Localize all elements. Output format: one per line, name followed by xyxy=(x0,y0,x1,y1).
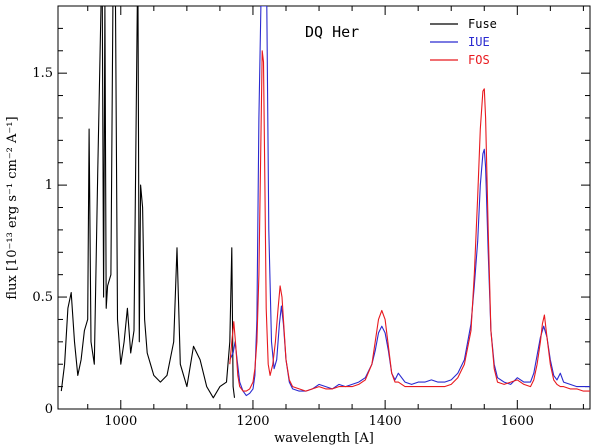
series-line-iue xyxy=(229,6,590,397)
x-axis-label: wavelength [A] xyxy=(274,431,374,446)
y-tick-label: 1.5 xyxy=(32,66,53,81)
legend-label-fos: FOS xyxy=(468,53,490,67)
x-tick-label: 1600 xyxy=(501,414,534,429)
series-line-fos xyxy=(229,50,590,392)
axis-ticks xyxy=(58,6,590,410)
series-layer xyxy=(60,6,590,399)
legend-label-iue: IUE xyxy=(468,35,490,49)
legend-label-fuse: Fuse xyxy=(468,17,497,31)
y-tick-label: 0.5 xyxy=(32,290,53,305)
x-tick-label: 1000 xyxy=(104,414,137,429)
chart-title: DQ Her xyxy=(305,23,359,41)
axis-tick-labels: 1000 1200 1400 1600 0 0.5 1 1.5 xyxy=(32,66,534,429)
y-tick-label: 0 xyxy=(45,402,53,417)
x-tick-label: 1200 xyxy=(236,414,269,429)
legend: Fuse IUE FOS xyxy=(430,17,497,67)
y-axis-label: flux [10⁻¹³ erg s⁻¹ cm⁻² A⁻¹] xyxy=(5,116,20,299)
series-line-fuse xyxy=(60,6,236,399)
y-tick-label: 1 xyxy=(45,178,53,193)
x-tick-label: 1400 xyxy=(369,414,402,429)
